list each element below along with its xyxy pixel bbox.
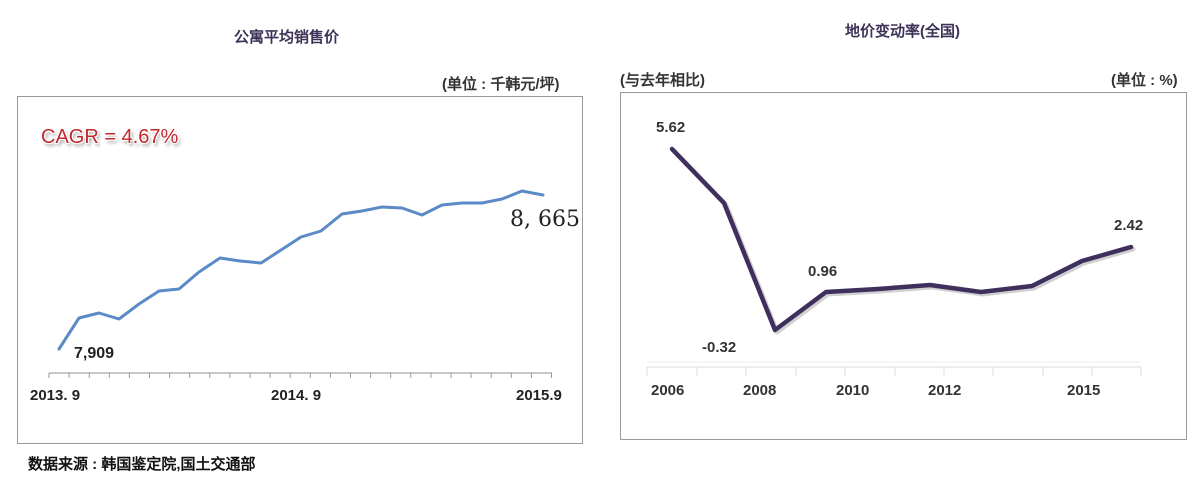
right-chart-subtitle: (与去年相比) — [620, 72, 705, 89]
x-label-2015-9: 2015.9 — [516, 387, 562, 404]
right-chart-frame — [620, 92, 1187, 440]
x-label-2015: 2015 — [1067, 382, 1101, 399]
point-label-2015: 2.42 — [1114, 217, 1144, 234]
left-chart-title: 公寓平均销售价 — [234, 29, 340, 46]
cagr-annotation: CAGR = 4.67% — [41, 126, 179, 148]
x-label-2006: 2006 — [651, 382, 685, 399]
x-label-2010: 2010 — [836, 382, 870, 399]
point-label-2006: 5.62 — [656, 119, 686, 136]
x-label-2008: 2008 — [743, 382, 777, 399]
x-label-2014-9: 2014. 9 — [271, 387, 322, 404]
x-label-2013-9: 2013. 9 — [30, 387, 81, 404]
data-source-note: 数据来源 : 韩国鉴定院,国土交通部 — [28, 456, 256, 473]
point-label-2009: 0.96 — [808, 263, 838, 280]
x-label-2012: 2012 — [928, 382, 962, 399]
start-value-label: 7,909 — [74, 345, 115, 362]
left-chart-frame — [17, 96, 583, 444]
right-chart-title: 地价变动率(全国) — [845, 23, 960, 40]
end-value-label: 8, 665 — [510, 207, 580, 232]
right-chart-unit: (单位 : %) — [1111, 72, 1178, 89]
point-label-2008: -0.32 — [702, 339, 737, 356]
left-chart-unit: (单位 : 千韩元/坪) — [442, 76, 560, 93]
